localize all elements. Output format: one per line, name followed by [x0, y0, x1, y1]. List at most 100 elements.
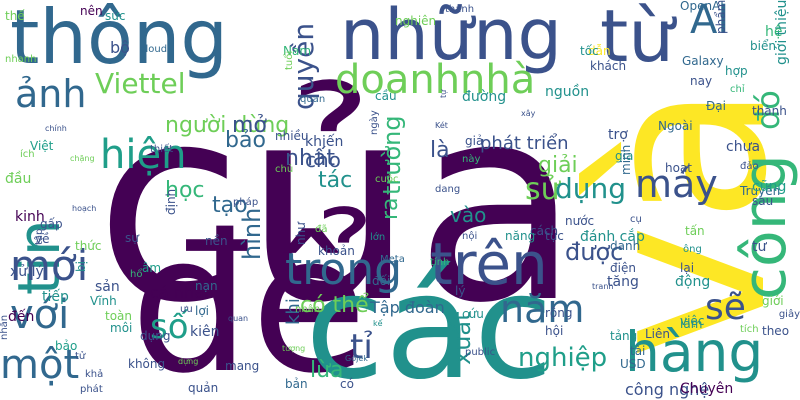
cloud-word: không: [128, 357, 166, 371]
cloud-word: cụ: [630, 214, 642, 225]
cloud-word: là: [430, 138, 450, 163]
cloud-word: tử: [75, 351, 86, 362]
cloud-word: giả: [465, 134, 484, 148]
cloud-word: nhân: [295, 304, 321, 315]
cloud-word: nhắn: [0, 314, 10, 340]
cloud-word: bị: [74, 261, 88, 272]
cloud-word: danh: [610, 239, 641, 253]
cloud-word: tranh: [592, 282, 614, 291]
cloud-word: Vĩnh: [90, 294, 117, 308]
cloud-word: mới: [10, 241, 89, 290]
cloud-word: môi: [110, 321, 133, 335]
cloud-word: lớn: [370, 232, 386, 243]
cloud-word: tăng: [607, 274, 639, 290]
cloud-word: hội: [545, 324, 564, 338]
cloud-word: ích: [20, 149, 35, 160]
cloud-word: giây: [778, 309, 800, 320]
cloud-word: khiến: [305, 134, 344, 150]
cloud-word: có thể: [300, 293, 369, 318]
cloud-word: phát: [80, 384, 103, 395]
cloud-word: chỉ: [730, 84, 745, 95]
cloud-word: ảnh: [15, 72, 87, 116]
cloud-word: Viettel: [95, 67, 186, 100]
cloud-word: sau: [752, 194, 774, 208]
cloud-word: nghiên: [395, 14, 437, 28]
cloud-word: lừa: [310, 358, 344, 383]
cloud-word: nhất: [285, 146, 335, 171]
cloud-word: bảo: [225, 128, 266, 153]
cloud-word: kinh: [15, 209, 45, 225]
cloud-word: tự: [439, 89, 448, 98]
cloud-word: có: [340, 377, 354, 391]
cloud-word: nhiều: [275, 129, 309, 143]
cloud-word: số: [150, 307, 189, 347]
cloud-word: Việt: [30, 139, 54, 153]
cloud-word: public: [465, 347, 496, 358]
cloud-word: đối: [372, 274, 391, 288]
cloud-word: nghiệp: [518, 343, 608, 373]
cloud-word: Truyền: [740, 184, 781, 198]
cloud-word: phẩm: [714, 0, 728, 35]
cloud-word: ưu: [180, 304, 193, 315]
cloud-word: hiện: [100, 132, 187, 178]
cloud-word: biển: [750, 39, 776, 53]
cloud-word: học: [165, 178, 205, 203]
cloud-word: cứu: [462, 307, 484, 321]
cloud-word: nên: [80, 4, 103, 18]
cloud-word: Nam: [283, 44, 312, 58]
cloud-word: hoạt: [665, 161, 693, 175]
cloud-word: toàn: [105, 309, 133, 323]
cloud-word: được: [565, 238, 624, 266]
cloud-word: chính: [45, 124, 67, 133]
cloud-word: mở: [232, 113, 267, 138]
cloud-word: tính: [430, 257, 450, 268]
cloud-word: tục: [545, 229, 564, 243]
cloud-word: nhà: [460, 57, 536, 103]
cloud-word: giải: [538, 153, 578, 178]
cloud-word: làm: [680, 317, 703, 331]
cloud-word: về: [35, 232, 50, 246]
cloud-word: AI: [690, 0, 730, 43]
cloud-word: sự: [125, 231, 139, 245]
cloud-word: trợ: [608, 127, 628, 143]
cloud-word: công: [730, 154, 800, 300]
cloud-word: đầu: [5, 171, 32, 187]
cloud-word: cầu: [375, 89, 397, 103]
cloud-word: Chuyên: [680, 381, 734, 397]
cloud-word: đảo: [740, 161, 759, 172]
cloud-word: định: [164, 188, 178, 215]
cloud-word: trên: [430, 230, 548, 298]
cloud-word: lý: [455, 284, 466, 298]
cloud-word: hoạch: [72, 204, 97, 213]
cloud-word: quan: [228, 314, 249, 323]
cloud-word: sẽ: [705, 287, 746, 328]
cloud-word: kiên: [190, 324, 220, 340]
cloud-word: dụng: [140, 329, 171, 343]
cloud-word: công nghệ: [625, 380, 710, 399]
cloud-word: sản: [95, 279, 120, 295]
cloud-word: phát triển: [480, 133, 569, 154]
cloud-word: đã: [315, 224, 328, 235]
cloud-word: một: [0, 342, 80, 388]
cloud-word: chặng: [70, 154, 95, 163]
cloud-word: minh: [619, 144, 633, 175]
cloud-word: xây: [521, 109, 536, 118]
cloud-word: Galaxy: [682, 54, 724, 68]
cloud-word: từ: [600, 0, 674, 78]
cloud-word: tượng: [282, 344, 306, 353]
cloud-word: những: [340, 0, 562, 76]
cloud-word: ông: [683, 244, 702, 255]
cloud-word: mang: [225, 359, 260, 373]
cloud-word: đánh cắp: [580, 229, 645, 245]
cloud-word: nhanh: [5, 54, 37, 65]
cloud-word: sức: [105, 9, 126, 23]
cloud-word: rộng: [545, 306, 573, 320]
cloud-word: như: [294, 222, 308, 245]
cloud-word: USD: [620, 357, 646, 371]
cloud-word: đường: [462, 89, 507, 105]
cloud-word: hổ: [130, 269, 143, 280]
cloud-word: quản: [188, 381, 219, 395]
cloud-word: vào: [450, 203, 487, 227]
cloud-word: sử: [525, 172, 560, 207]
